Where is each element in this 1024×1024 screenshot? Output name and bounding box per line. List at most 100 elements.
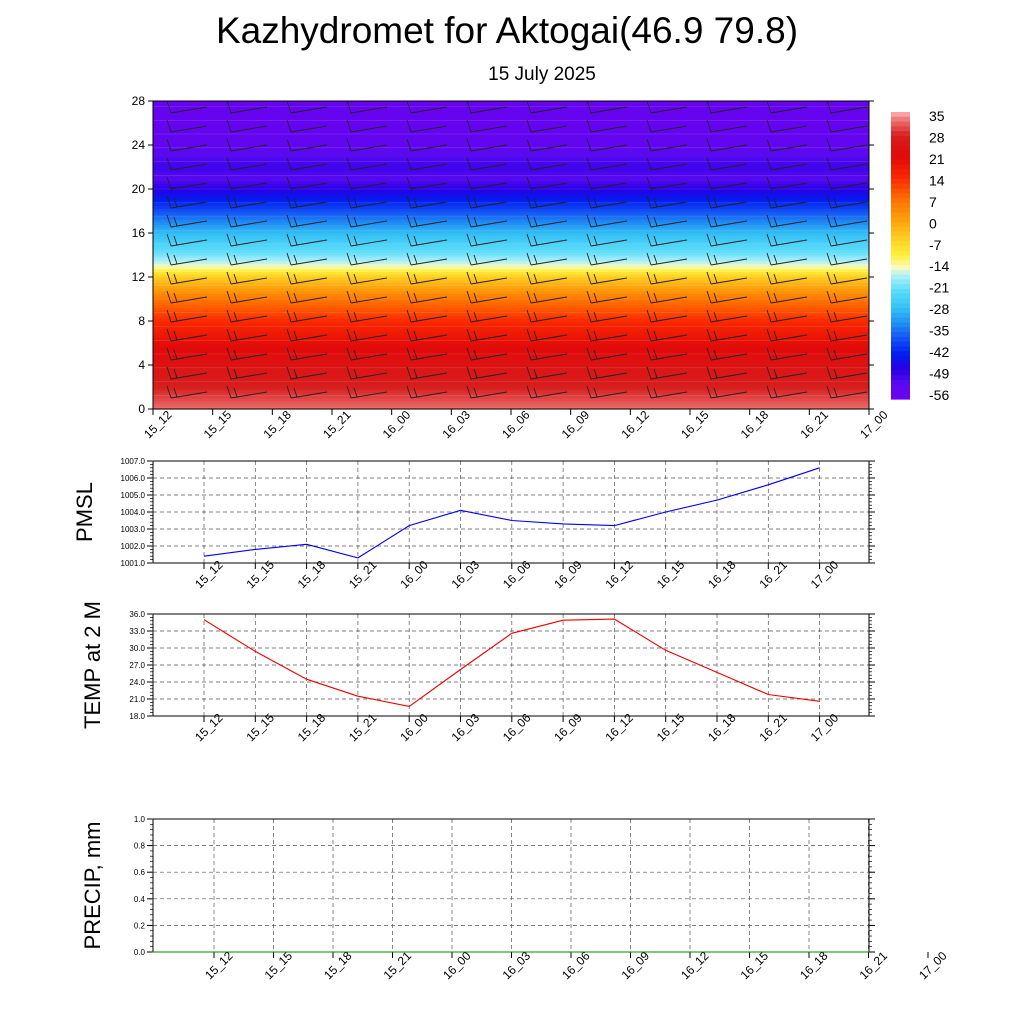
heatmap-cell [153,285,869,289]
wind-barb-shaft [350,106,388,114]
wind-barb-flag [593,330,598,341]
wind-barb-flag [706,176,712,190]
wind-barb-flag [406,385,412,399]
colorbar-segment [891,131,910,137]
y-tick-label: 36.0 [129,610,145,619]
wind-barb-flag [166,366,172,380]
wind-barb [526,100,568,114]
wind-barb [406,100,448,114]
wind-barb-flag [226,138,232,152]
wind-barb-flag [473,254,478,265]
wind-barb-flag [293,216,298,227]
heatmap-cell [153,296,869,300]
wind-barb [226,290,268,304]
wind-barb-flag [773,387,778,398]
wind-barb [406,176,448,190]
wind-barb-flag [586,233,592,247]
wind-barb-flag [646,195,652,209]
wind-barb [406,271,448,285]
wind-barb [406,119,448,133]
wind-barb [586,366,628,380]
wind-barb-flag [646,271,652,285]
x-tick-label: 15_21 [320,407,354,441]
wind-barb-flag [173,349,178,360]
heatmap-cell [153,334,869,339]
wind-barb [826,252,868,266]
heatmap-cell [153,299,869,303]
wind-barb [226,214,268,228]
y-tick-label: 0.4 [134,895,146,904]
wind-barb-flag [646,157,652,171]
temp-panel: 18.021.024.027.030.033.036.015_12 15_15 15… [80,601,875,744]
heatmap-cell [153,268,869,273]
wind-barb-flag [646,309,652,323]
heatmap-cell [153,395,869,399]
wind-barb [646,271,688,285]
wind-barb-flag [653,197,658,208]
wind-barb-flag [713,330,718,341]
wind-barb-flag [833,235,838,246]
heatmap-cell [153,153,869,157]
heatmap-cell [153,389,869,394]
wind-barb [346,252,388,266]
wind-barb-flag [773,292,778,303]
wind-barb-flag [586,328,592,342]
wind-barb-flag [286,214,292,228]
wind-barb [766,385,808,399]
wind-barb-shaft [770,106,808,114]
wind-barb-flag [406,290,412,304]
colorbar-segment [891,202,910,209]
wind-barb-flag [586,290,592,304]
wind-barb-flag [346,309,352,323]
y-axis-title: PMSL [72,482,97,542]
wind-barb [226,328,268,342]
colorbar-label: 21 [929,151,945,167]
wind-barb-shaft [530,144,568,152]
x-tick-label: 16_00 [380,407,414,441]
wind-barb-flag [766,252,772,266]
wind-barb [226,138,268,152]
x-tick-label: 16_06 [559,948,593,982]
wind-barb-flag [713,273,718,284]
wind-barb-shaft [530,125,568,133]
wind-barb [586,309,628,323]
wind-barb-flag [773,235,778,246]
heatmap-cell [153,211,869,215]
wind-barb-flag [773,349,778,360]
heatmap-cell [153,238,869,242]
wind-barb-flag [286,309,292,323]
heatmap-cell [153,205,869,209]
y-tick-label: 0.0 [134,948,146,957]
wind-barb [766,290,808,304]
heatmap-cell [153,235,869,240]
wind-barb [286,328,328,342]
wind-barb-flag [413,216,418,227]
wind-barb-flag [286,366,292,380]
colorbar-segment [891,250,910,257]
wind-barb-shaft [470,144,508,152]
wind-barb [466,290,508,304]
colorbar-segment [891,317,910,324]
wind-barb [706,347,748,361]
wind-barb-flag [226,328,232,342]
y-tick-label: 21.0 [129,695,145,704]
wind-barb-flag [286,119,292,133]
wind-barb [226,271,268,285]
colorbar-segment [891,389,910,395]
colorbar-segment [891,279,910,285]
wind-barb-flag [706,290,712,304]
wind-barb-flag [293,197,298,208]
colorbar-segment [891,336,910,343]
wind-barb-flag [766,290,772,304]
x-tick-label: 16_06 [499,407,533,441]
wind-barb-flag [713,368,718,379]
colorbar-segment [891,379,910,386]
heatmap-cell [153,120,869,124]
heatmap-cell [153,406,869,410]
colorbar-segment [891,178,910,185]
wind-barb-flag [826,309,832,323]
heatmap-cell [153,167,869,171]
wind-barb-flag [713,235,718,246]
wind-barb-shaft [470,106,508,114]
wind-barb-flag [406,271,412,285]
